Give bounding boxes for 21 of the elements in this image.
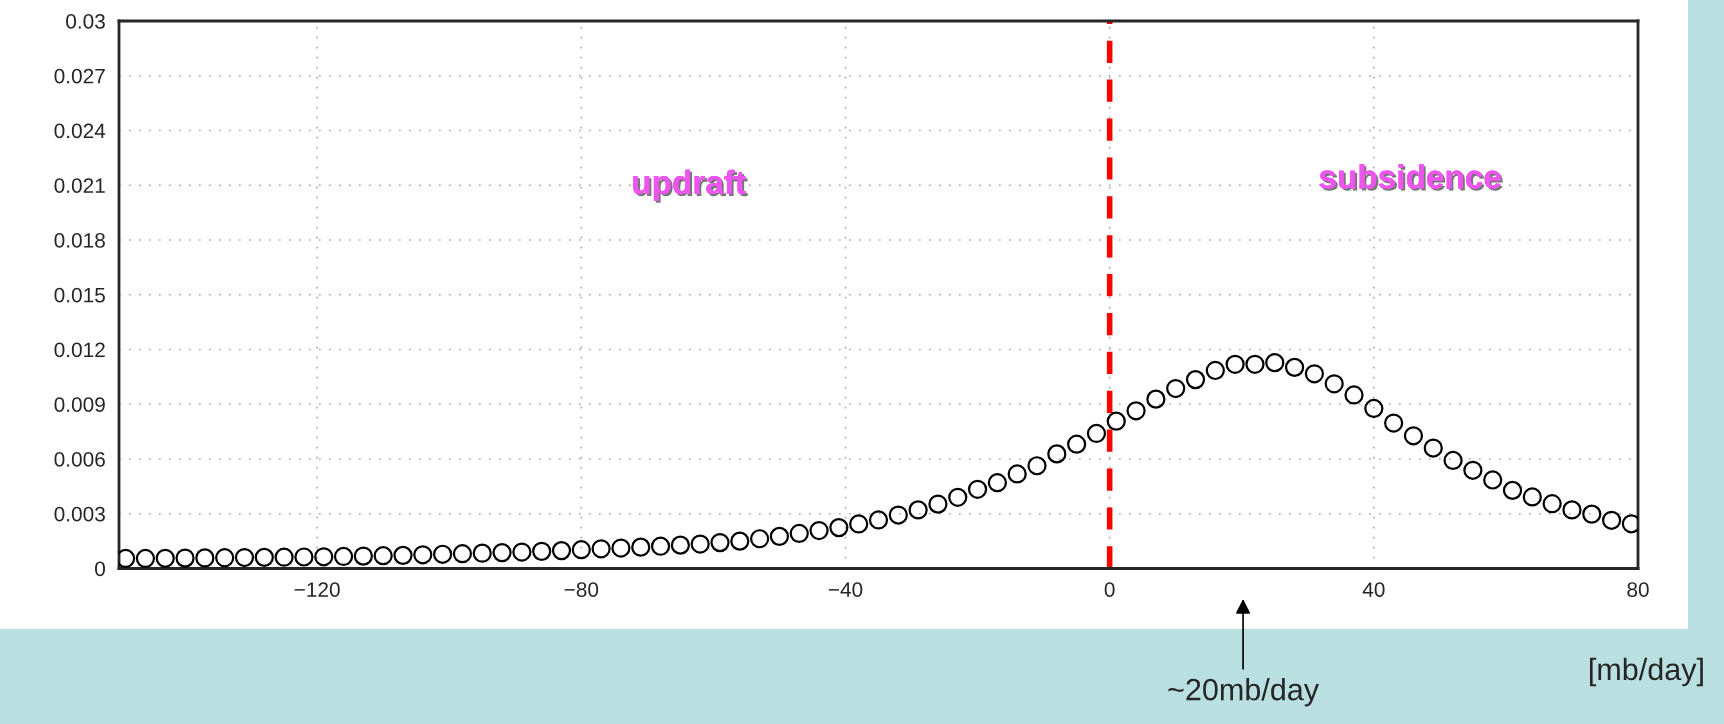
y-tick-label: 0.006 bbox=[54, 452, 105, 467]
y-tick-label: 0 bbox=[95, 561, 105, 577]
x-tick-label: 40 bbox=[1362, 582, 1385, 597]
y-tick-label: 0.015 bbox=[54, 287, 105, 303]
x-tick-label: −80 bbox=[564, 582, 599, 597]
x-tick-label: 0 bbox=[1104, 582, 1115, 597]
y-tick-label: 0.024 bbox=[54, 123, 106, 139]
y-tick-label: 0.018 bbox=[54, 233, 105, 248]
y-tick-label: 0.021 bbox=[54, 178, 105, 193]
x-tick-label: −120 bbox=[294, 582, 340, 597]
x-axis-title: [mb/day] bbox=[1590, 657, 1703, 687]
y-tick-label: 0.012 bbox=[54, 342, 105, 358]
y-tick-label: 0.009 bbox=[54, 397, 105, 412]
y-tick-label: 0.03 bbox=[66, 14, 105, 29]
x-tick-label: −40 bbox=[828, 582, 863, 597]
text: ~20mb/day bbox=[1168, 678, 1320, 707]
x-tick-label: 80 bbox=[1627, 582, 1649, 597]
y-tick-label: 0.027 bbox=[54, 68, 105, 84]
annotation: subsidence bbox=[1319, 164, 1503, 191]
y-tick-label: 0.003 bbox=[54, 506, 105, 522]
annotation: updraft bbox=[633, 169, 748, 203]
